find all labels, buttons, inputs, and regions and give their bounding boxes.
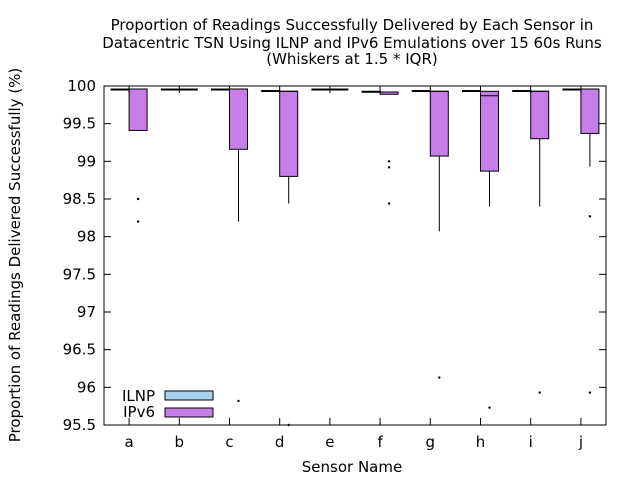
x-tick-label: g <box>426 433 436 451</box>
outlier-point-ipv6 <box>387 202 391 205</box>
chart-title-line-2: Datacentric TSN Using ILNP and IPv6 Emul… <box>102 34 602 52</box>
box-ipv6 <box>128 88 148 131</box>
y-tick-label: 95.5 <box>63 416 96 434</box>
outlier-point-ipv6 <box>538 391 541 394</box>
box-ipv6 <box>530 90 550 140</box>
y-tick-label: 96.5 <box>63 341 96 359</box>
plot-frame <box>103 85 607 426</box>
y-tick-label: 99.5 <box>63 115 96 133</box>
outlier-point-ipv6 <box>136 220 140 223</box>
x-tick-label: i <box>529 433 533 451</box>
legend-swatch-ilnp <box>164 390 214 401</box>
outlier-point-ipv6 <box>387 166 391 169</box>
outlier-point-ipv6 <box>588 391 592 394</box>
x-tick-label: c <box>225 433 233 451</box>
box-ipv6 <box>580 88 600 134</box>
x-tick-label: a <box>124 433 133 451</box>
outlier-point-ipv6 <box>237 399 240 403</box>
y-tick-label: 98.5 <box>63 190 96 208</box>
plot-area <box>110 88 600 427</box>
box-ipv6 <box>429 90 449 157</box>
x-tick-label: j <box>578 433 583 451</box>
x-tick-label: h <box>476 433 486 451</box>
x-tick-label: b <box>175 433 185 451</box>
box-ipv6 <box>229 88 248 150</box>
y-tick-label: 100 <box>67 77 96 95</box>
y-tick-label: 96 <box>77 378 96 396</box>
outlier-point-ipv6 <box>438 376 441 379</box>
legend-label-ilnp: ILNP <box>122 387 155 405</box>
y-tick-label: 98 <box>77 228 96 246</box>
legend: ILNP IPv6 <box>122 387 214 421</box>
x-tick-label: f <box>377 433 383 451</box>
box-ipv6 <box>480 90 499 172</box>
outlier-point-ipv6 <box>387 160 391 163</box>
legend-label-ipv6: IPv6 <box>123 403 155 421</box>
chart-title-line-3: (Whiskers at 1.5 * IQR) <box>266 50 438 68</box>
y-tick-label: 97.5 <box>63 265 96 283</box>
chart-title-line-1: Proportion of Readings Successfully Deli… <box>111 16 594 34</box>
y-tick-label: 97 <box>77 303 96 321</box>
y-tick-label: 99 <box>77 152 96 170</box>
outlier-point-ipv6 <box>488 406 491 409</box>
box-ipv6 <box>279 90 299 177</box>
y-axis-label: Proportion of Readings Delivered Success… <box>6 68 24 443</box>
x-tick-label: e <box>325 433 334 451</box>
x-axis-label: Sensor Name <box>302 458 402 476</box>
x-tick-label: d <box>275 433 285 451</box>
legend-swatch-ipv6 <box>164 407 214 418</box>
outlier-point-ipv6 <box>136 197 140 201</box>
outlier-point-ipv6 <box>588 215 592 218</box>
